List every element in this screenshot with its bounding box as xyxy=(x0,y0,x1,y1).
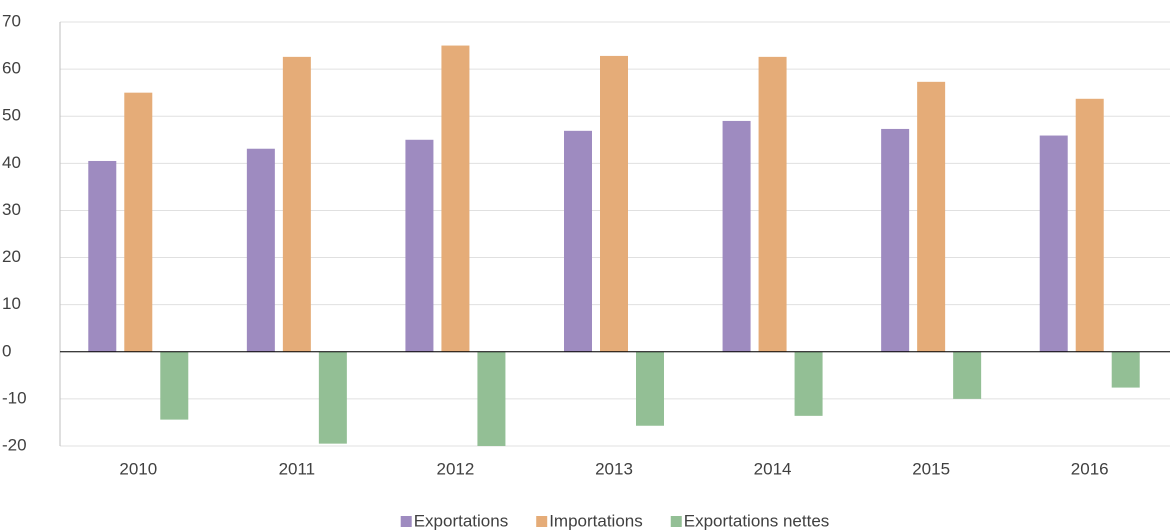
y-tick-label: 60 xyxy=(2,59,21,78)
bar xyxy=(1111,351,1140,388)
bar xyxy=(722,120,751,352)
legend-label: Exportations xyxy=(414,511,509,530)
bar xyxy=(600,55,628,352)
bar xyxy=(88,160,117,352)
y-tick-label: 10 xyxy=(2,294,21,313)
x-tick-label: 2015 xyxy=(912,459,950,478)
y-tick-label: 20 xyxy=(2,247,21,266)
y-tick-label: 70 xyxy=(2,11,21,30)
y-tick-label: -10 xyxy=(2,388,27,407)
bar xyxy=(318,351,347,444)
bar xyxy=(794,351,823,416)
legend-swatch xyxy=(400,516,412,527)
y-tick-label: 0 xyxy=(2,341,11,360)
x-tick-label: 2014 xyxy=(754,459,792,478)
legend-label: Importations xyxy=(549,511,643,530)
bar xyxy=(441,45,470,352)
bar xyxy=(160,351,189,420)
bar xyxy=(282,56,311,352)
bar xyxy=(917,81,946,352)
x-tick-label: 2016 xyxy=(1071,459,1109,478)
bar xyxy=(953,351,982,399)
bar xyxy=(477,351,506,446)
x-tick-label: 2012 xyxy=(437,459,475,478)
bar xyxy=(758,56,787,352)
bar xyxy=(564,130,592,352)
bar xyxy=(1075,98,1104,352)
legend-swatch xyxy=(670,516,682,527)
y-tick-label: 50 xyxy=(2,106,21,125)
bar xyxy=(881,128,910,352)
bar xyxy=(636,351,664,426)
x-tick-label: 2013 xyxy=(595,459,633,478)
legend-label: Exportations nettes xyxy=(684,511,830,530)
bar xyxy=(124,92,153,352)
bar xyxy=(246,148,275,352)
bar xyxy=(1039,135,1068,352)
legend-swatch xyxy=(536,516,548,527)
x-tick-label: 2011 xyxy=(279,459,316,478)
x-tick-label: 2010 xyxy=(119,459,157,478)
y-tick-label: 30 xyxy=(2,200,21,219)
y-tick-label: -20 xyxy=(2,435,27,454)
y-tick-label: 40 xyxy=(2,153,21,172)
bar xyxy=(405,139,434,352)
